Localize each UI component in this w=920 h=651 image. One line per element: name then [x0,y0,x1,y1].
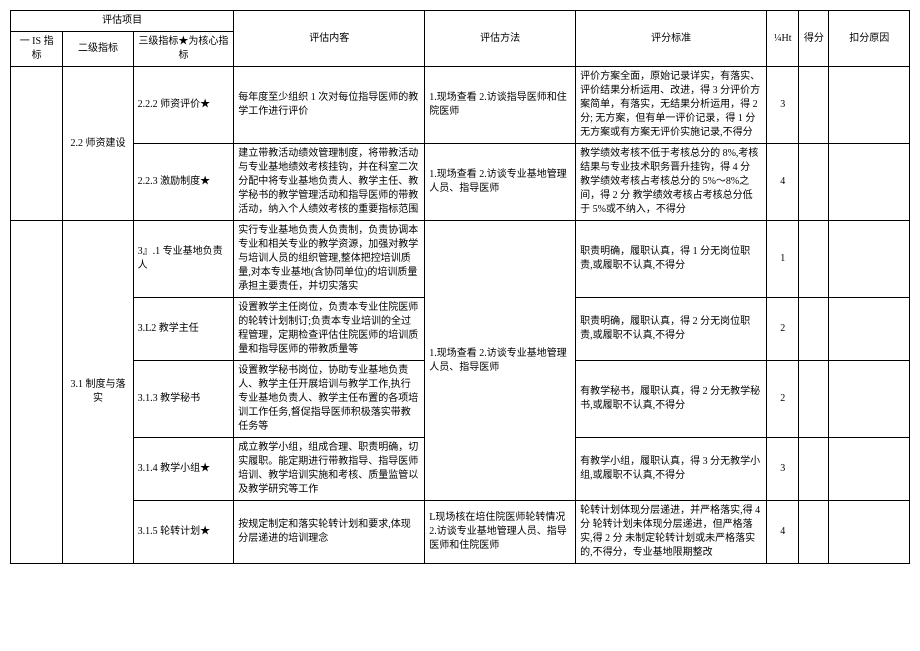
weight-cell: 4 [767,501,799,564]
weight-cell: 3 [767,67,799,144]
hdr-lvl2: 二级指标 [63,32,133,67]
lvl3-cell: 3』.1 专业基地负责人 [133,221,234,298]
hdr-eval-item-group: 评估项目 [11,11,234,32]
hdr-content: 评估内客 [234,11,425,67]
weight-cell: 2 [767,298,799,361]
hdr-score: 得分 [799,11,829,67]
weight-cell: 1 [767,221,799,298]
score-cell [799,361,829,438]
criteria-cell: 有教学小组，履职认真，得 3 分无教学小组,或履职不认真,不得分 [576,438,767,501]
content-cell: 建立带教活动绩效管理制度，将带教活动与专业基地绩效考核挂钩，并在科室二次分配中将… [234,144,425,221]
lvl2-cell: 2.2 师资建设 [63,67,133,221]
content-cell: 设置教学秘书岗位，协助专业基地负责人、教学主任开展培训与教学工作,执行专业基地负… [234,361,425,438]
criteria-cell: 职责明确，履职认真，得 1 分无岗位职责,或履职不认真,不得分 [576,221,767,298]
content-cell: 设置教学主任岗位，负责本专业住院医师的轮转计划制订;负责本专业培训的全过程管理，… [234,298,425,361]
table-row: 3.1 制度与落实 3』.1 专业基地负责人 实行专业基地负责人负责制，负责协调… [11,221,910,298]
hdr-deduct: 扣分原因 [829,11,910,67]
lvl3-cell: 3.1.3 教学秘书 [133,361,234,438]
criteria-cell: 有教学秘书，履职认真，得 2 分无教学秘书,或履职不认真,不得分 [576,361,767,438]
deduct-cell [829,221,910,298]
criteria-cell: 轮转计划体现分层递进，并严格落实,得 4 分 轮转计划未体现分层递进，但严格落实… [576,501,767,564]
content-cell: 按规定制定和落实轮转计划和要求,体现分层递进的培训理念 [234,501,425,564]
content-cell: 实行专业基地负责人负责制，负责协调本专业和相关专业的教学资源，加强对教学与培训人… [234,221,425,298]
hdr-criteria: 评分标准 [576,11,767,67]
method-cell: 1.现场查看 2.访谈专业基地管理人员、指导医师 [425,221,576,501]
lvl3-cell: 2.2.3 激励制度★ [133,144,234,221]
deduct-cell [829,67,910,144]
lvl2-cell: 3.1 制度与落实 [63,221,133,564]
table-row: 2.2 师资建设 2.2.2 师资评价★ 每年度至少组织 1 次对每位指导医师的… [11,67,910,144]
content-cell: 每年度至少组织 1 次对每位指导医师的教学工作进行评价 [234,67,425,144]
score-cell [799,221,829,298]
content-cell: 成立教学小组，组成合理、职责明确，切实履职。能定期进行带教指导、指导医师培训、教… [234,438,425,501]
hdr-lvl3: 三级指标★为核心指标 [133,32,234,67]
method-cell: 1.现场查看 2.访谈专业基地管理人员、指导医师 [425,144,576,221]
lvl3-cell: 2.2.2 师资评价★ [133,67,234,144]
method-cell: 1.现场查看 2.访谈指导医师和住院医师 [425,67,576,144]
criteria-cell: 评价方案全面，原始记录详实，有落实、评价结果分析运用、改进，得 3 分评价方案简… [576,67,767,144]
evaluation-table: 评估项目 评估内客 评估方法 评分标准 ¼Ht 得分 扣分原因 一 IS 指标 … [10,10,910,564]
table-row: 3.1.5 轮转计划★ 按规定制定和落实轮转计划和要求,体现分层递进的培训理念 … [11,501,910,564]
score-cell [799,438,829,501]
hdr-lvl1: 一 IS 指标 [11,32,63,67]
hdr-weight: ¼Ht [767,11,799,67]
deduct-cell [829,361,910,438]
weight-cell: 4 [767,144,799,221]
lvl1-cell [11,67,63,221]
lvl3-cell: 3.1.5 轮转计划★ [133,501,234,564]
table-row: 2.2.3 激励制度★ 建立带教活动绩效管理制度，将带教活动与专业基地绩效考核挂… [11,144,910,221]
score-cell [799,298,829,361]
hdr-method: 评估方法 [425,11,576,67]
method-cell: L现场核在培住院医师轮转情况 2.访谈专业基地管理人员、指导医师和住院医师 [425,501,576,564]
deduct-cell [829,438,910,501]
weight-cell: 2 [767,361,799,438]
score-cell [799,501,829,564]
lvl1-cell [11,221,63,564]
criteria-cell: 教学绩效考核不低于考核总分的 8%,考核结果与专业技术职务晋升挂钩，得 4 分 … [576,144,767,221]
deduct-cell [829,501,910,564]
score-cell [799,67,829,144]
deduct-cell [829,144,910,221]
lvl3-cell: 3.L2 教学主任 [133,298,234,361]
criteria-cell: 职责明确，履职认真，得 2 分无岗位职责,或履职不认真,不得分 [576,298,767,361]
score-cell [799,144,829,221]
lvl3-cell: 3.1.4 教学小组★ [133,438,234,501]
deduct-cell [829,298,910,361]
weight-cell: 3 [767,438,799,501]
